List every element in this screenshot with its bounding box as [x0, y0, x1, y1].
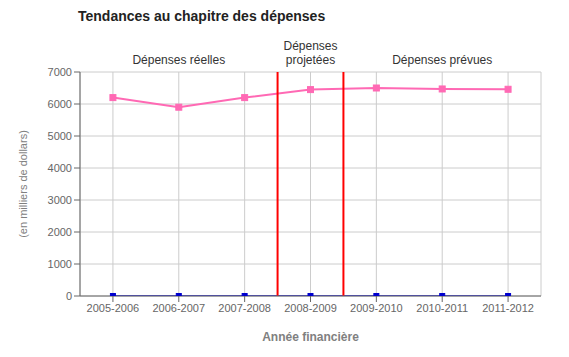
- svg-text:6000: 6000: [48, 98, 72, 110]
- svg-text:2008-2009: 2008-2009: [284, 302, 337, 314]
- svg-text:2005-2006: 2005-2006: [87, 302, 140, 314]
- svg-text:7000: 7000: [48, 66, 72, 78]
- svg-text:Dépensesprojetées: Dépensesprojetées: [283, 39, 337, 67]
- svg-text:2007-2008: 2007-2008: [218, 302, 271, 314]
- svg-text:5000: 5000: [48, 130, 72, 142]
- svg-text:2010-2011: 2010-2011: [416, 302, 468, 314]
- svg-text:2009-2010: 2009-2010: [350, 302, 403, 314]
- svg-text:3000: 3000: [48, 194, 72, 206]
- svg-text:(en milliers de dollars): (en milliers de dollars): [17, 130, 29, 238]
- svg-text:2006-2007: 2006-2007: [152, 302, 205, 314]
- svg-text:1000: 1000: [48, 258, 72, 270]
- svg-text:4000: 4000: [48, 162, 72, 174]
- svg-text:2011-2012: 2011-2012: [482, 302, 534, 314]
- html-text:Tendances au chapitre des dépe: Tendances au chapitre des dépenses: [78, 8, 326, 24]
- svg-text:Année financière: Année financière: [262, 330, 359, 344]
- svg-text:Dépenses prévues: Dépenses prévues: [392, 53, 492, 67]
- svg-text:0: 0: [66, 290, 72, 302]
- svg-text:Dépenses réelles: Dépenses réelles: [132, 53, 225, 67]
- svg-text:2000: 2000: [48, 226, 72, 238]
